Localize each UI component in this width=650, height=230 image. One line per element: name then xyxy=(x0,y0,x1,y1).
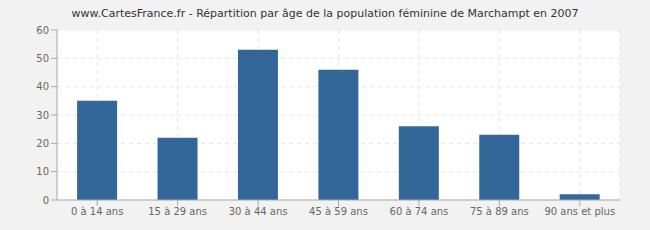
svg-text:0 à 14 ans: 0 à 14 ans xyxy=(71,206,123,217)
svg-text:15 à 29 ans: 15 à 29 ans xyxy=(148,206,207,217)
svg-text:0: 0 xyxy=(43,195,49,206)
svg-text:40: 40 xyxy=(36,81,49,92)
html-text:www.CartesFrance.fr - Répartit: www.CartesFrance.fr - Répartition par âg… xyxy=(71,7,579,20)
svg-text:75 à 89 ans: 75 à 89 ans xyxy=(470,206,529,217)
svg-text:60: 60 xyxy=(36,25,49,36)
svg-text:60 à 74 ans: 60 à 74 ans xyxy=(390,206,449,217)
svg-text:30 à 44 ans: 30 à 44 ans xyxy=(229,206,288,217)
svg-text:30: 30 xyxy=(36,110,49,121)
svg-text:20: 20 xyxy=(36,138,49,149)
svg-text:10: 10 xyxy=(36,166,49,177)
svg-text:90 ans et plus: 90 ans et plus xyxy=(544,206,615,217)
svg-text:45 à 59 ans: 45 à 59 ans xyxy=(309,206,368,217)
svg-text:50: 50 xyxy=(36,53,49,64)
